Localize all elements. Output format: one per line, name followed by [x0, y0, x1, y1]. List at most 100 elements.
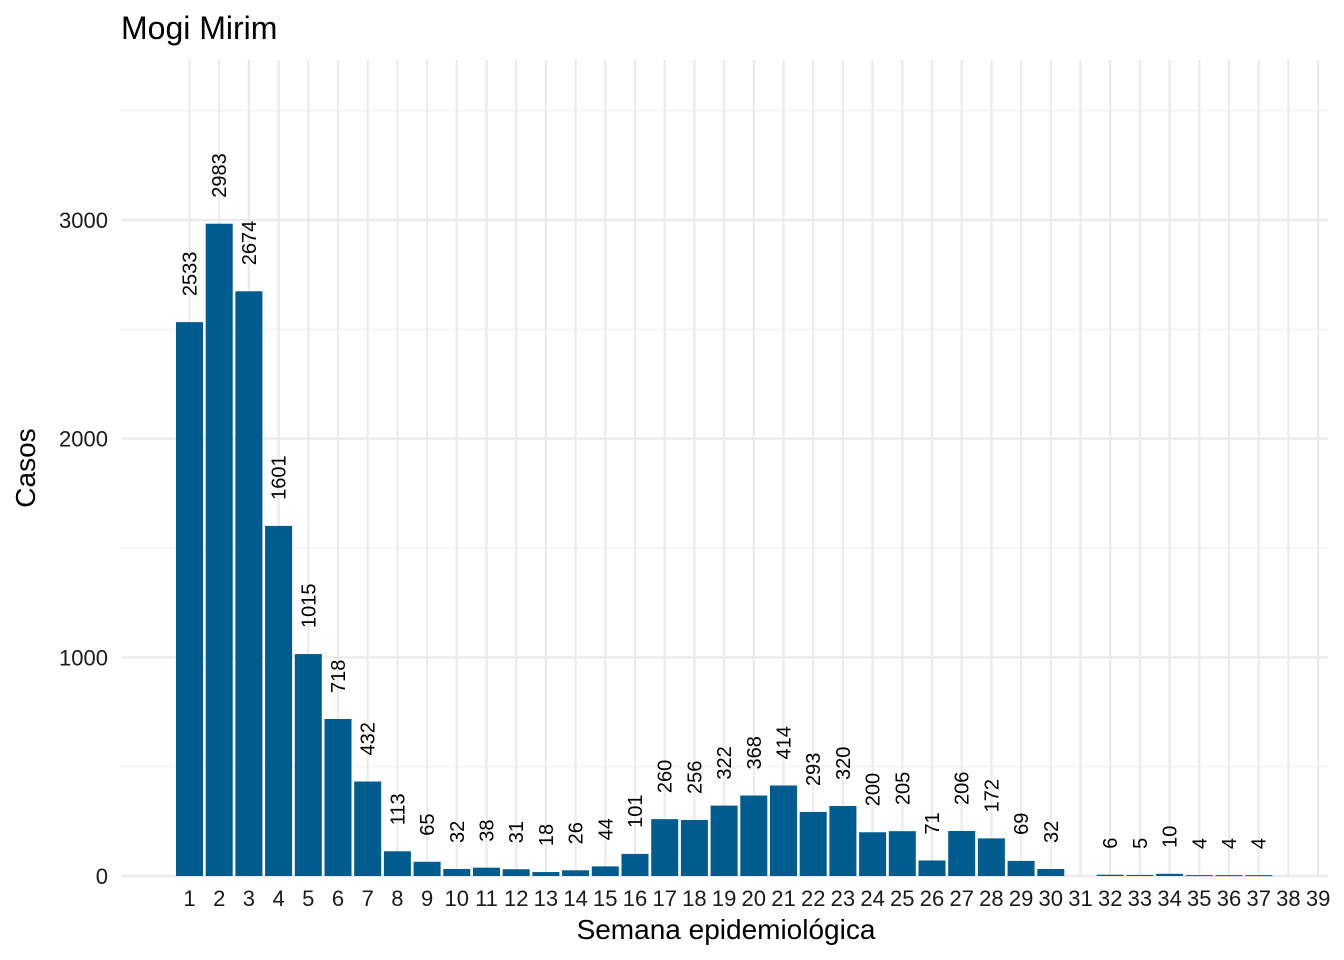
x-tick-label: 12: [504, 886, 528, 911]
bar: [918, 860, 946, 876]
bar: [1215, 875, 1243, 877]
bar: [710, 805, 738, 876]
data-label: 4: [1189, 838, 1211, 849]
x-tick-label: 33: [1128, 886, 1152, 911]
bar: [383, 851, 411, 876]
bar: [799, 811, 827, 876]
x-tick-label: 22: [801, 886, 825, 911]
data-label: 414: [774, 726, 796, 759]
data-label: 4: [1249, 838, 1271, 849]
bar: [324, 718, 352, 876]
x-tick-label: 32: [1098, 886, 1122, 911]
data-label: 2674: [239, 221, 261, 266]
bar: [1185, 875, 1213, 877]
bar: [562, 870, 590, 876]
bar: [1007, 860, 1035, 876]
bar: [354, 781, 382, 876]
x-tick-label: 18: [682, 886, 706, 911]
x-tick-label: 5: [302, 886, 314, 911]
data-label: 69: [1011, 813, 1033, 835]
y-tick-label: 1000: [59, 645, 108, 670]
x-tick-label: 17: [652, 886, 676, 911]
x-tick-label: 2: [213, 886, 225, 911]
x-tick-label: 4: [272, 886, 284, 911]
y-tick-labels: 0 1000 2000 3000: [59, 208, 108, 889]
data-label: 6: [1100, 838, 1122, 849]
bar: [1126, 874, 1154, 876]
x-tick-label: 23: [831, 886, 855, 911]
x-tick-label: 37: [1246, 886, 1270, 911]
x-tick-label: 14: [563, 886, 587, 911]
bar: [265, 525, 293, 876]
data-label: 718: [328, 660, 350, 693]
bars: [176, 223, 1273, 877]
x-tick-label: 15: [593, 886, 617, 911]
x-tick-label: 31: [1068, 886, 1092, 911]
x-tick-label: 38: [1276, 886, 1300, 911]
data-label: 113: [387, 793, 409, 825]
bar: [1156, 873, 1184, 876]
x-tick-label: 27: [949, 886, 973, 911]
bar: [1096, 874, 1124, 876]
bar: [829, 806, 857, 876]
x-tick-label: 35: [1187, 886, 1211, 911]
data-label: 206: [952, 772, 974, 805]
data-label: 256: [684, 761, 706, 794]
bar: [413, 861, 441, 876]
x-tick-label: 29: [1009, 886, 1033, 911]
bar: [1037, 869, 1065, 876]
data-label: 368: [744, 736, 766, 769]
x-tick-label: 30: [1039, 886, 1063, 911]
x-tick-label: 8: [391, 886, 403, 911]
bar: [680, 820, 708, 876]
bar: [532, 872, 560, 876]
x-tick-label: 16: [623, 886, 647, 911]
x-tick-label: 25: [890, 886, 914, 911]
bar: [591, 866, 619, 876]
x-tick-label: 39: [1306, 886, 1330, 911]
bar: [621, 853, 649, 876]
chart-title: Mogi Mirim: [121, 10, 277, 46]
data-label: 2533: [180, 252, 202, 297]
data-label: 320: [833, 747, 855, 780]
y-axis-title: Casos: [10, 428, 41, 507]
x-tick-label: 11: [475, 886, 498, 911]
x-tick-label: 20: [742, 886, 766, 911]
y-tick-label: 2000: [59, 427, 108, 452]
data-label: 200: [863, 773, 885, 806]
data-label: 322: [714, 746, 736, 779]
data-label: 18: [536, 824, 558, 846]
bar: [859, 832, 887, 876]
data-label: 101: [625, 795, 647, 828]
x-axis-title: Semana epidemiológica: [577, 914, 876, 945]
data-label: 2983: [209, 153, 231, 198]
bar: [888, 831, 916, 876]
bar: [294, 654, 322, 876]
bar: [740, 795, 768, 876]
bar: [176, 322, 203, 877]
data-label: 1015: [298, 584, 320, 629]
data-label: 432: [358, 722, 380, 755]
x-tick-label: 9: [421, 886, 433, 911]
bar: [948, 830, 976, 876]
bar: [1245, 875, 1273, 877]
x-tick-label: 21: [771, 886, 795, 911]
y-tick-label: 3000: [59, 208, 108, 233]
data-label: 32: [447, 821, 469, 843]
bar: [651, 819, 679, 876]
data-label: 31: [506, 821, 528, 843]
bar: [205, 223, 233, 876]
data-label: 4: [1219, 838, 1241, 849]
bar: [977, 838, 1005, 876]
x-tick-label: 10: [445, 886, 469, 911]
x-tick-label: 7: [362, 886, 374, 911]
bar: [502, 869, 530, 876]
x-tick-labels: 1 2 3 4 5 6 7 8 9 10 11 12 13 14 15 16 17 18 19 20 21 22 23 24 2…: [183, 886, 1330, 911]
data-label: 44: [595, 818, 617, 840]
bar: [235, 291, 263, 876]
data-label: 5: [1130, 838, 1152, 849]
x-tick-label: 24: [860, 886, 884, 911]
data-label: 172: [981, 779, 1003, 812]
